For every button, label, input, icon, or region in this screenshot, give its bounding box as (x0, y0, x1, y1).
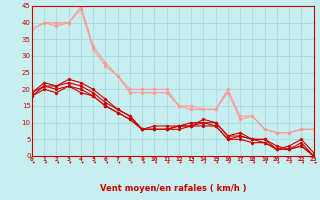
Text: Vent moyen/en rafales ( km/h ): Vent moyen/en rafales ( km/h ) (100, 184, 246, 193)
